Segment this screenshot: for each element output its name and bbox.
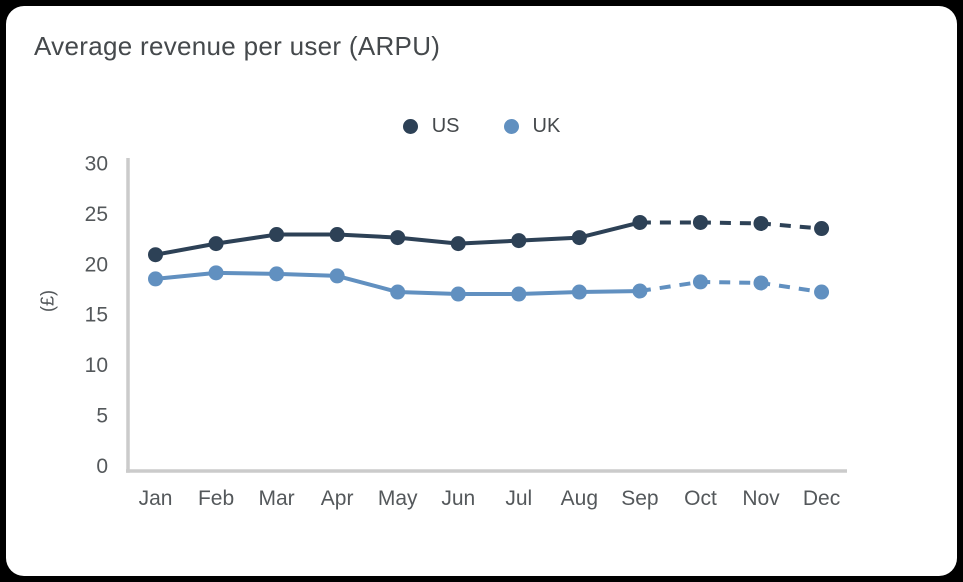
chart-title: Average revenue per user (ARPU)	[34, 31, 441, 61]
legend-item-uk: UK	[503, 115, 561, 138]
us-legend-label: US	[431, 115, 460, 137]
chart-card	[6, 6, 957, 576]
y-axis-title: (£)	[37, 290, 58, 312]
us-legend-marker-icon	[402, 119, 418, 134]
uk-legend-label: UK	[532, 115, 561, 137]
legend-item-us: US	[402, 115, 460, 138]
legend: US UK	[0, 115, 963, 138]
uk-legend-marker-icon	[503, 119, 519, 134]
